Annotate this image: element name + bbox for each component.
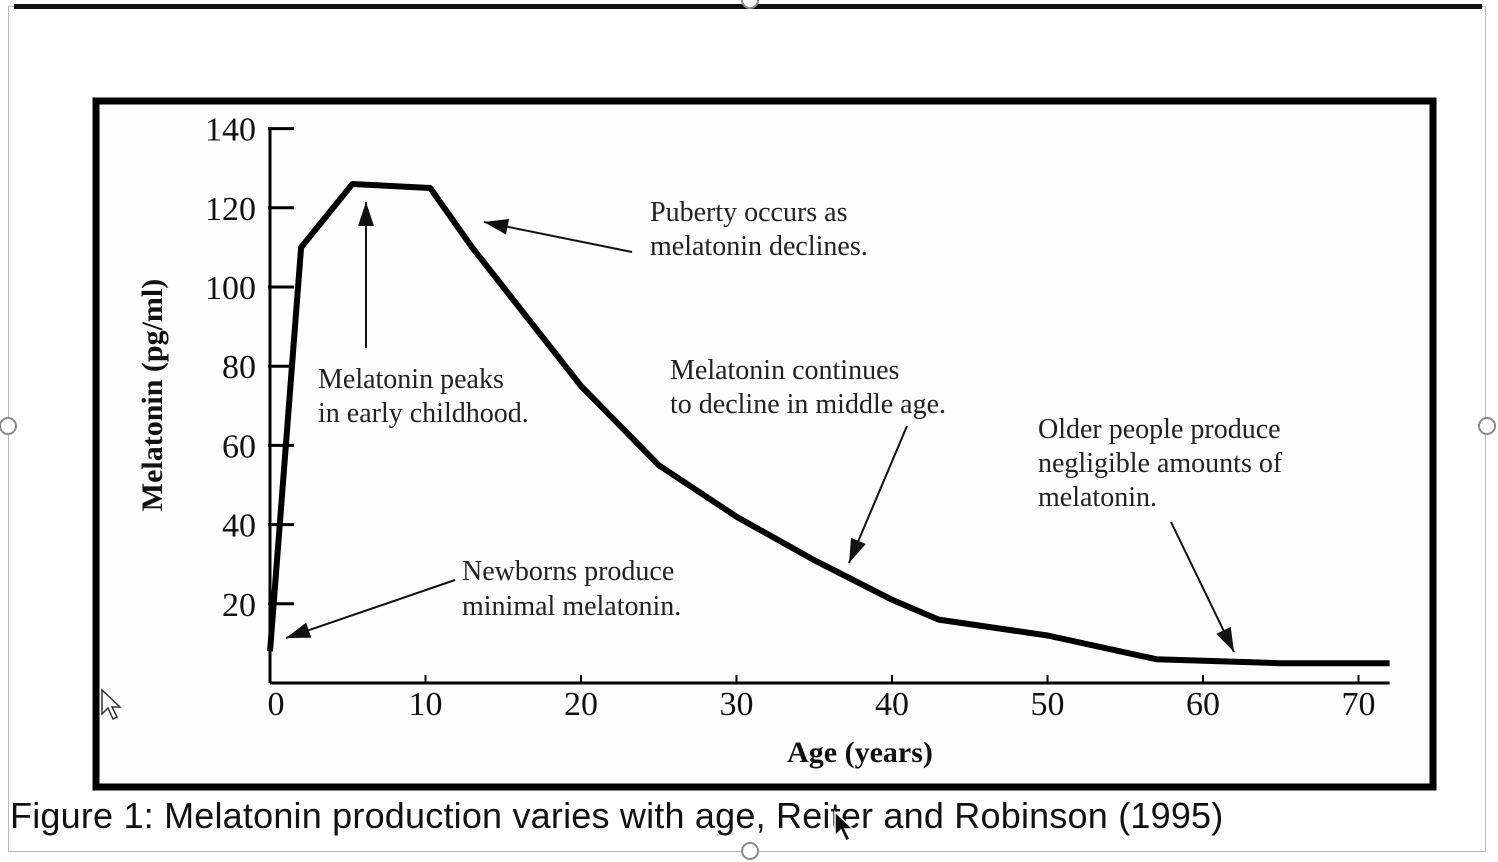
- x-tick-label: 20: [564, 686, 598, 723]
- y-tick-label: 140: [205, 112, 256, 149]
- mouse-pointer-icon: [101, 688, 122, 721]
- resize-handle-left[interactable]: [0, 417, 17, 435]
- x-tick-label: 30: [720, 686, 754, 723]
- x-axis-title: Age (years): [787, 736, 933, 769]
- series-line: [267, 181, 1390, 667]
- y-tick-label: 80: [222, 349, 256, 386]
- annotation-arrows: [285, 202, 1235, 653]
- annotation-text-older: melatonin.: [1038, 482, 1157, 513]
- x-tick-label: 60: [1186, 686, 1220, 723]
- arrowhead-icon: [849, 537, 866, 563]
- annotation-text-middle: to decline in middle age.: [670, 389, 946, 420]
- x-tick-label: 0: [268, 686, 285, 723]
- y-tick-label: 20: [222, 587, 256, 624]
- annotation-text-puberty: Puberty occurs as: [650, 197, 848, 228]
- resize-handle-bottom[interactable]: [741, 842, 759, 860]
- figure-caption: Figure 1: Melatonin production varies wi…: [10, 795, 1224, 836]
- y-axis-title: Melatonin (pg/ml): [136, 279, 169, 512]
- x-tick-label: 70: [1342, 686, 1376, 723]
- chart-border: [92, 97, 1437, 791]
- mouse-pointer-icon: [834, 810, 855, 843]
- annotation-arrow-line: [483, 221, 633, 253]
- annotation-text-puberty: melatonin declines.: [650, 231, 868, 262]
- arrowhead-icon: [484, 218, 510, 235]
- y-tick-label: 120: [205, 191, 256, 228]
- arrowhead-icon: [1216, 626, 1234, 652]
- arrowhead-icon: [358, 202, 374, 226]
- annotation-arrow-line: [1170, 521, 1235, 653]
- annotation-text-older: Older people produce: [1038, 414, 1281, 445]
- x-tick-label: 40: [875, 686, 909, 723]
- x-tick-label: 10: [409, 686, 443, 723]
- y-tick-label: 40: [222, 508, 256, 545]
- annotation-text-newborns: minimal melatonin.: [462, 591, 681, 622]
- annotation-text-peaks: Melatonin peaks: [318, 364, 504, 395]
- annotation-text-peaks: in early childhood.: [318, 398, 529, 429]
- y-tick-label: 60: [222, 428, 256, 465]
- annotation-arrow-line: [285, 579, 456, 639]
- y-tick-label: 100: [205, 270, 256, 307]
- annotation-arrow-line: [848, 425, 908, 564]
- annotation-text-older: negligible amounts of: [1038, 448, 1283, 479]
- resize-handle-right[interactable]: [1478, 417, 1496, 435]
- arrowhead-icon: [286, 622, 312, 638]
- annotation-text-newborns: Newborns produce: [462, 556, 674, 587]
- annotation-text-middle: Melatonin continues: [670, 355, 899, 386]
- x-tick-label: 50: [1031, 686, 1065, 723]
